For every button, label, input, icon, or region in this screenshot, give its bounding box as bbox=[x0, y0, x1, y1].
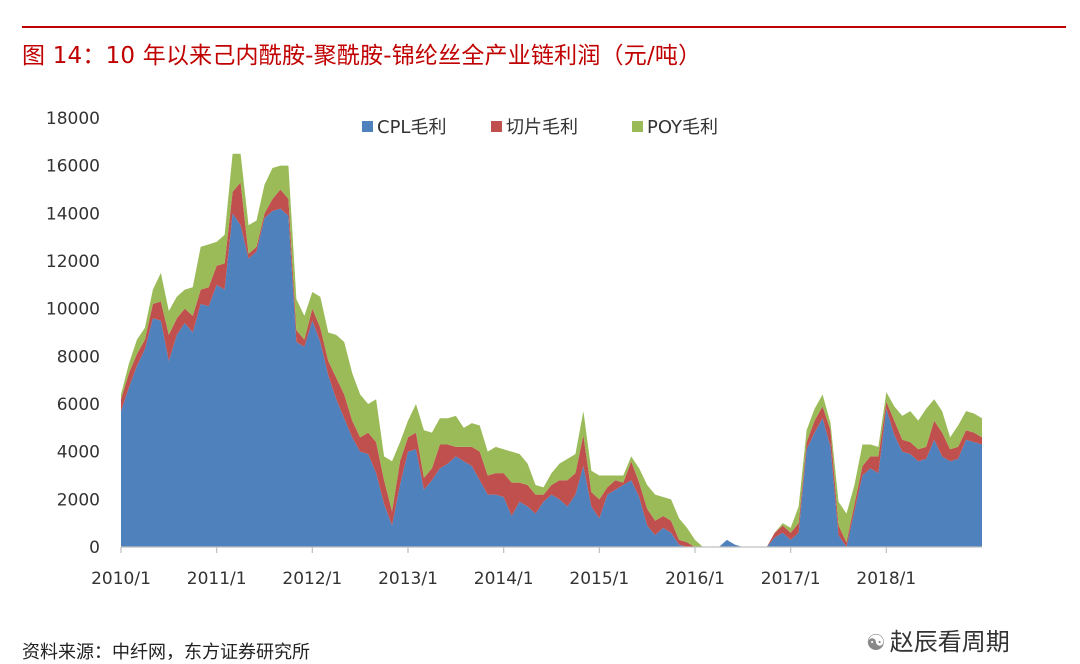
chart-title: 图 14：10 年以来己内酰胺-聚酰胺-锦纶丝全产业链利润（元/吨） bbox=[22, 43, 702, 69]
x-tick-label: 2016/1 bbox=[665, 569, 725, 589]
y-tick-label: 6000 bbox=[57, 395, 100, 415]
y-tick-label: 12000 bbox=[46, 252, 100, 272]
x-tick-label: 2018/1 bbox=[856, 569, 916, 589]
legend-label: 切片毛利 bbox=[506, 117, 578, 138]
wechat-icon: ☯ bbox=[866, 631, 886, 656]
legend-label: POY毛利 bbox=[647, 117, 718, 138]
watermark: ☯ 赵辰看周期 bbox=[866, 622, 1010, 657]
y-tick-label: 14000 bbox=[46, 204, 100, 224]
y-tick-label: 18000 bbox=[46, 109, 100, 129]
y-tick-label: 16000 bbox=[46, 157, 100, 177]
chart-legend: CPL毛利 切片毛利 POY毛利 bbox=[362, 117, 718, 138]
axes: 0 2000 4000 6000 8000 10000 12000 14000 16000 180… bbox=[46, 109, 982, 589]
x-tick-label: 2010/1 bbox=[91, 569, 151, 589]
x-tick-label: 2011/1 bbox=[187, 569, 247, 589]
watermark-text: 赵辰看周期 bbox=[889, 628, 1010, 656]
legend-swatch bbox=[362, 121, 373, 132]
title-rule bbox=[22, 26, 1066, 28]
x-tick-label: 2015/1 bbox=[569, 569, 629, 589]
area-layers bbox=[121, 153, 982, 547]
x-tick-label: 2012/1 bbox=[282, 569, 342, 589]
area-series-1 bbox=[121, 208, 982, 547]
legend-swatch bbox=[632, 121, 643, 132]
y-tick-label: 4000 bbox=[57, 443, 100, 463]
legend-label: CPL毛利 bbox=[377, 117, 446, 138]
legend-swatch bbox=[491, 121, 502, 132]
source-note: 资料来源：中纤网，东方证券研究所 bbox=[22, 642, 310, 663]
y-tick-label: 10000 bbox=[46, 300, 100, 320]
y-tick-label: 8000 bbox=[57, 347, 100, 367]
y-tick-label: 0 bbox=[89, 538, 100, 558]
x-tick-label: 2017/1 bbox=[761, 569, 821, 589]
x-tick-label: 2014/1 bbox=[474, 569, 534, 589]
y-tick-label: 2000 bbox=[57, 490, 100, 510]
x-tick-label: 2013/1 bbox=[378, 569, 438, 589]
